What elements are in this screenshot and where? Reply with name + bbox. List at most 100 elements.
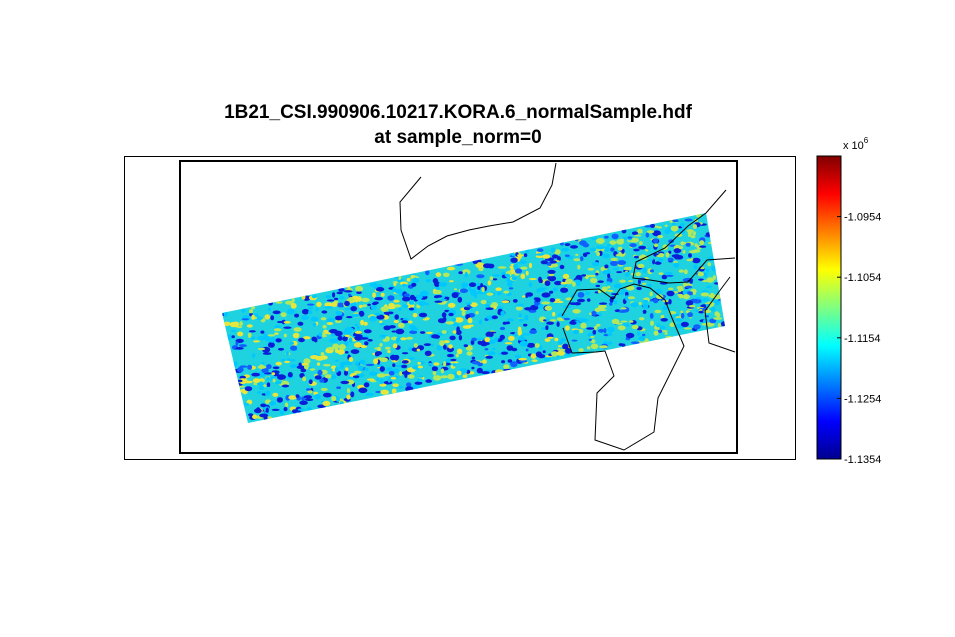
swath-pixel [314,393,321,400]
swath-pixel [619,326,625,331]
swath-pixel [492,278,498,281]
swath-pixel [289,364,298,368]
swath-pixel [522,295,526,298]
swath-pixel [258,385,265,391]
swath-pixel [335,359,339,362]
swath-pixel [354,330,363,334]
swath-pixel [425,379,433,383]
swath-pixel [680,222,685,228]
swath-pixel [390,356,394,359]
swath-pixel [528,282,533,288]
swath-pixel [675,317,682,322]
swath-pixel [542,350,546,354]
swath-pixel [525,292,534,297]
swath-pixel [364,367,369,371]
swath-pixel [612,267,619,271]
swath-pixel [636,331,641,336]
swath-pixel [647,258,654,261]
swath-pixel [404,372,408,378]
swath-pixel [485,307,494,311]
swath-pixel [261,335,270,340]
swath-pixel [387,295,395,301]
swath-pixel [684,218,693,222]
swath-pixel [596,323,601,327]
swath-pixel [646,230,655,234]
swath-pixel [653,238,659,244]
swath-pixel [379,323,386,326]
swath-pixel [331,302,338,307]
swath-pixel [706,285,712,289]
swath-pixel [279,409,285,415]
swath-pixel [524,314,529,321]
swath-pixel [434,289,442,295]
swath-pixel [275,301,283,304]
swath-pixel [301,308,310,315]
swath-pixel [699,245,707,248]
swath-pixel [642,267,647,274]
swath-pixel [264,314,271,320]
swath-pixel [508,335,515,341]
swath-pixel [670,225,679,232]
swath-pixel [395,337,400,343]
swath-pixel [607,285,611,289]
swath-pixel [470,340,475,345]
swath-pixel [656,294,664,300]
swath-pixel [594,325,598,330]
swath-pixel [596,252,600,256]
swath-pixel [281,358,286,362]
swath-pixel [296,365,306,369]
swath-pixel [276,321,284,323]
swath-pixel [582,252,588,257]
swath-pixel [560,338,567,342]
swath-pixel [630,302,639,308]
swath-pixel [255,316,263,321]
swath-pixel [507,281,513,288]
swath-pixel [642,309,647,314]
swath-pixel [607,289,614,293]
swath-pixel [617,260,627,266]
swath-pixel [379,378,384,385]
swath-pixel [714,311,720,317]
swath-pixel [511,276,518,281]
swath-pixel [357,365,364,371]
swath-pixel [348,357,354,362]
swath-pixel [607,273,611,279]
swath-pixel [441,312,447,318]
swath-pixel [380,389,390,395]
swath-pixel [393,304,402,308]
swath-pixel [642,333,646,337]
swath-pixel [267,342,275,348]
swath-pixel [620,307,627,310]
swath-pixel [591,261,600,267]
swath-pixel [402,317,409,321]
swath-pixel [269,401,277,406]
swath-pixel [631,231,639,235]
swath-pixel [407,374,415,379]
swath-pixel [692,224,698,229]
swath-pixel [416,348,420,352]
swath-pixel [525,348,529,352]
swath-pixel [538,304,543,309]
swath-pixel [592,329,597,335]
swath-pixel [348,296,354,303]
swath-pixel [461,310,466,317]
swath-pixel [706,277,715,283]
swath-pixel [629,240,639,243]
swath-pixel [352,333,357,337]
swath-pixel [252,340,261,343]
swath-pixel [717,323,722,328]
swath-pixel [397,322,405,328]
swath-pixel [430,344,434,347]
swath-pixel [563,317,571,321]
swath-pixel [658,325,667,330]
swath-pixel [565,348,572,354]
swath-pixel [443,296,450,300]
swath-pixel [337,335,343,341]
swath-pixel [536,248,544,253]
swath-pixel [621,248,625,254]
swath-pixel [285,351,289,356]
swath-pixel [635,272,641,277]
swath-pixel [324,374,333,379]
swath-pixel [289,341,294,345]
swath-pixel [375,378,380,381]
